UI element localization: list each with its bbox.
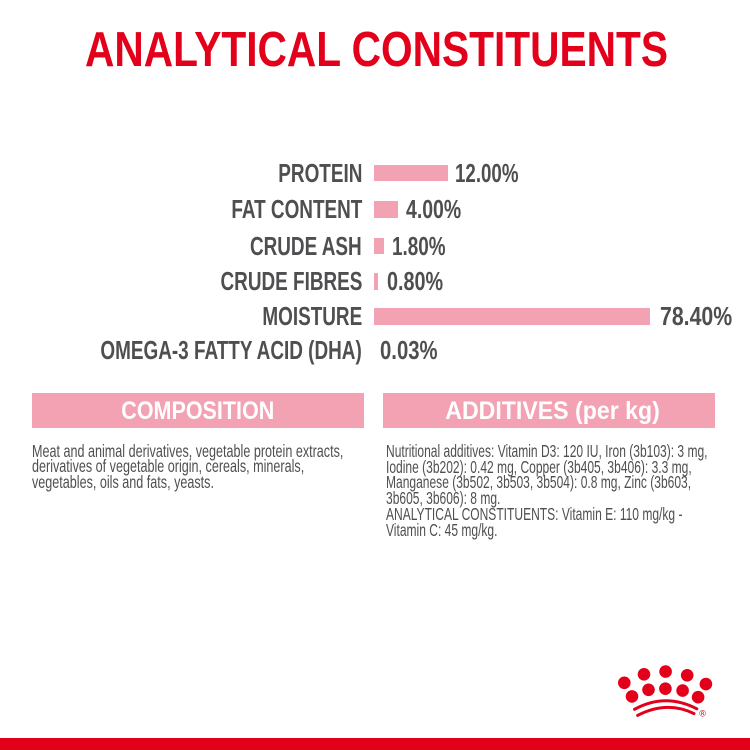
- svg-text:®: ®: [699, 709, 706, 719]
